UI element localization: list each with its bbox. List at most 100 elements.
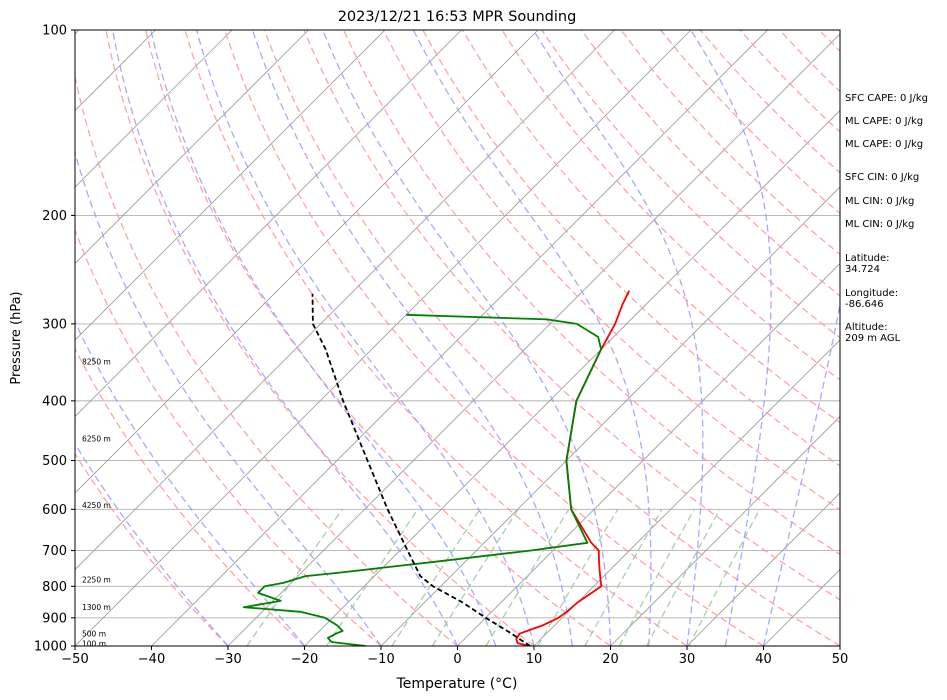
- mixing-ratio-line: [325, 508, 419, 646]
- ml-cape-text: ML CAPE: 0 J/kg: [845, 116, 924, 127]
- x-tick-label: −20: [291, 652, 318, 667]
- dry-adiabat-line: [75, 347, 305, 646]
- isotherm-line: [227, 33, 840, 646]
- y-tick-label: 900: [42, 611, 67, 626]
- moist-adiabat-line: [150, 30, 497, 646]
- mixing-ratio-line: [688, 508, 761, 646]
- mixing-ratio-line: [618, 508, 695, 646]
- background-lines: [0, 30, 840, 646]
- isotherm-line: [457, 262, 840, 646]
- height-label: 500 m: [82, 630, 106, 639]
- dry-adiabat-line: [263, 30, 840, 646]
- dry-adiabat-line: [501, 30, 840, 381]
- y-tick-label: 500: [42, 454, 67, 469]
- isotherm-line: [0, 30, 3, 646]
- series-layer: [242, 290, 631, 646]
- x-tick-label: −40: [138, 652, 165, 667]
- axes: −50 −40 −30 −20 −10 0 10 20 30 40 50 100 200 300 400 50…: [34, 24, 848, 668]
- y-tick-label: 700: [42, 544, 67, 559]
- series-line-1: [242, 313, 602, 646]
- x-tick-label: −50: [61, 652, 88, 667]
- dry-adiabat-line: [422, 30, 840, 467]
- dry-adiabat-line: [303, 30, 840, 601]
- dry-adiabat-line: [541, 30, 840, 339]
- moist-adiabat-line: [532, 30, 704, 646]
- mixing-ratio-line: [485, 508, 570, 646]
- plot-frame: [74, 29, 841, 647]
- height-label: 8250 m: [82, 357, 111, 366]
- dry-adiabat-line: [343, 30, 840, 556]
- x-tick-label: 20: [602, 652, 619, 667]
- mixing-ratio-line: [431, 508, 519, 646]
- mixing-ratio-line: [391, 508, 481, 646]
- moist-adiabat-line: [195, 30, 535, 646]
- isotherm-line: [75, 30, 309, 265]
- moist-adiabat-line: [111, 30, 459, 646]
- y-tick-label: 800: [42, 580, 67, 595]
- isotherm-line: [610, 415, 840, 646]
- series-line-2: [311, 293, 531, 646]
- x-tick-label: −10: [367, 652, 394, 667]
- moist-adiabat-line: [75, 442, 229, 646]
- isotherm-line: [151, 30, 768, 646]
- dry-adiabat-line: [144, 30, 611, 646]
- isotherm-line: [75, 30, 615, 571]
- y-tick-label: 1000: [34, 640, 67, 655]
- altitude-text: Altitude: 209 m AGL: [845, 322, 901, 344]
- x-tick-label: 0: [453, 652, 461, 667]
- moist-adiabat-line: [762, 301, 840, 646]
- height-label: 6250 m: [82, 434, 111, 443]
- y-tick-label: 300: [42, 317, 67, 332]
- isotherm-line: [75, 30, 386, 341]
- isotherm-line: [380, 186, 840, 646]
- sfc-cin-text: SFC CIN: 0 J/kg: [845, 172, 920, 183]
- sfc-cape-text: SFC CAPE: 0 J/kg: [845, 93, 928, 104]
- dry-adiabat-line: [580, 30, 840, 297]
- x-tick-label: −30: [214, 652, 241, 667]
- x-tick-label: 10: [526, 652, 543, 667]
- mixing-ratio-line: [246, 508, 343, 646]
- dry-adiabat-line: [75, 452, 229, 646]
- moist-adiabat-line: [412, 30, 652, 646]
- y-tick-label: 400: [42, 394, 67, 409]
- isotherm-line: [75, 30, 692, 646]
- height-label: 2250 m: [82, 576, 111, 585]
- height-label: 4250 m: [82, 501, 111, 510]
- moist-adiabat-line: [251, 30, 573, 646]
- ml-cin-text-2: ML CIN: 0 J/kg: [845, 219, 915, 230]
- ml-cape-text-2: ML CAPE: 0 J/kg: [845, 139, 924, 150]
- isotherm-line: [75, 30, 539, 494]
- dry-adiabat-line: [224, 30, 764, 646]
- isotherm-line: [75, 30, 462, 418]
- dry-adiabat-line: [105, 30, 535, 646]
- x-tick-label: 40: [755, 652, 772, 667]
- mixing-ratio-line: [537, 508, 619, 646]
- isotherm-line: [304, 109, 840, 646]
- height-label: 1300 m: [82, 603, 111, 612]
- moist-adiabat-line: [75, 150, 382, 646]
- mixing-ratio-line: [584, 508, 663, 646]
- longitude-text: Longitude: -86.646: [845, 288, 899, 310]
- isotherm-line: [686, 492, 840, 646]
- dry-adiabat-line: [184, 30, 688, 646]
- isotherm-line: [75, 30, 233, 188]
- y-tick-label: 100: [42, 24, 67, 39]
- dry-adiabat-line: [461, 30, 840, 424]
- y-tick-label: 200: [42, 209, 67, 224]
- dry-adiabat-line: [75, 74, 458, 646]
- dry-adiabat-line: [75, 228, 382, 646]
- x-tick-label: 50: [832, 652, 849, 667]
- dry-adiabat-line: [382, 30, 840, 511]
- y-axis-label: Pressure (hPa): [9, 291, 24, 384]
- height-label: 100 m: [82, 639, 106, 648]
- ml-cin-text: ML CIN: 0 J/kg: [845, 196, 915, 207]
- moist-adiabat-line: [690, 30, 772, 646]
- x-tick-label: 30: [679, 652, 696, 667]
- latitude-text: Latitude: 34.724: [845, 253, 890, 275]
- y-tick-label: 600: [42, 503, 67, 518]
- x-axis-label: Temperature (°C): [396, 676, 518, 692]
- isotherm-line: [533, 339, 840, 646]
- mixing-ratio-line: [646, 508, 721, 646]
- chart-title: 2023/12/21 16:53 MPR Sounding: [338, 9, 577, 25]
